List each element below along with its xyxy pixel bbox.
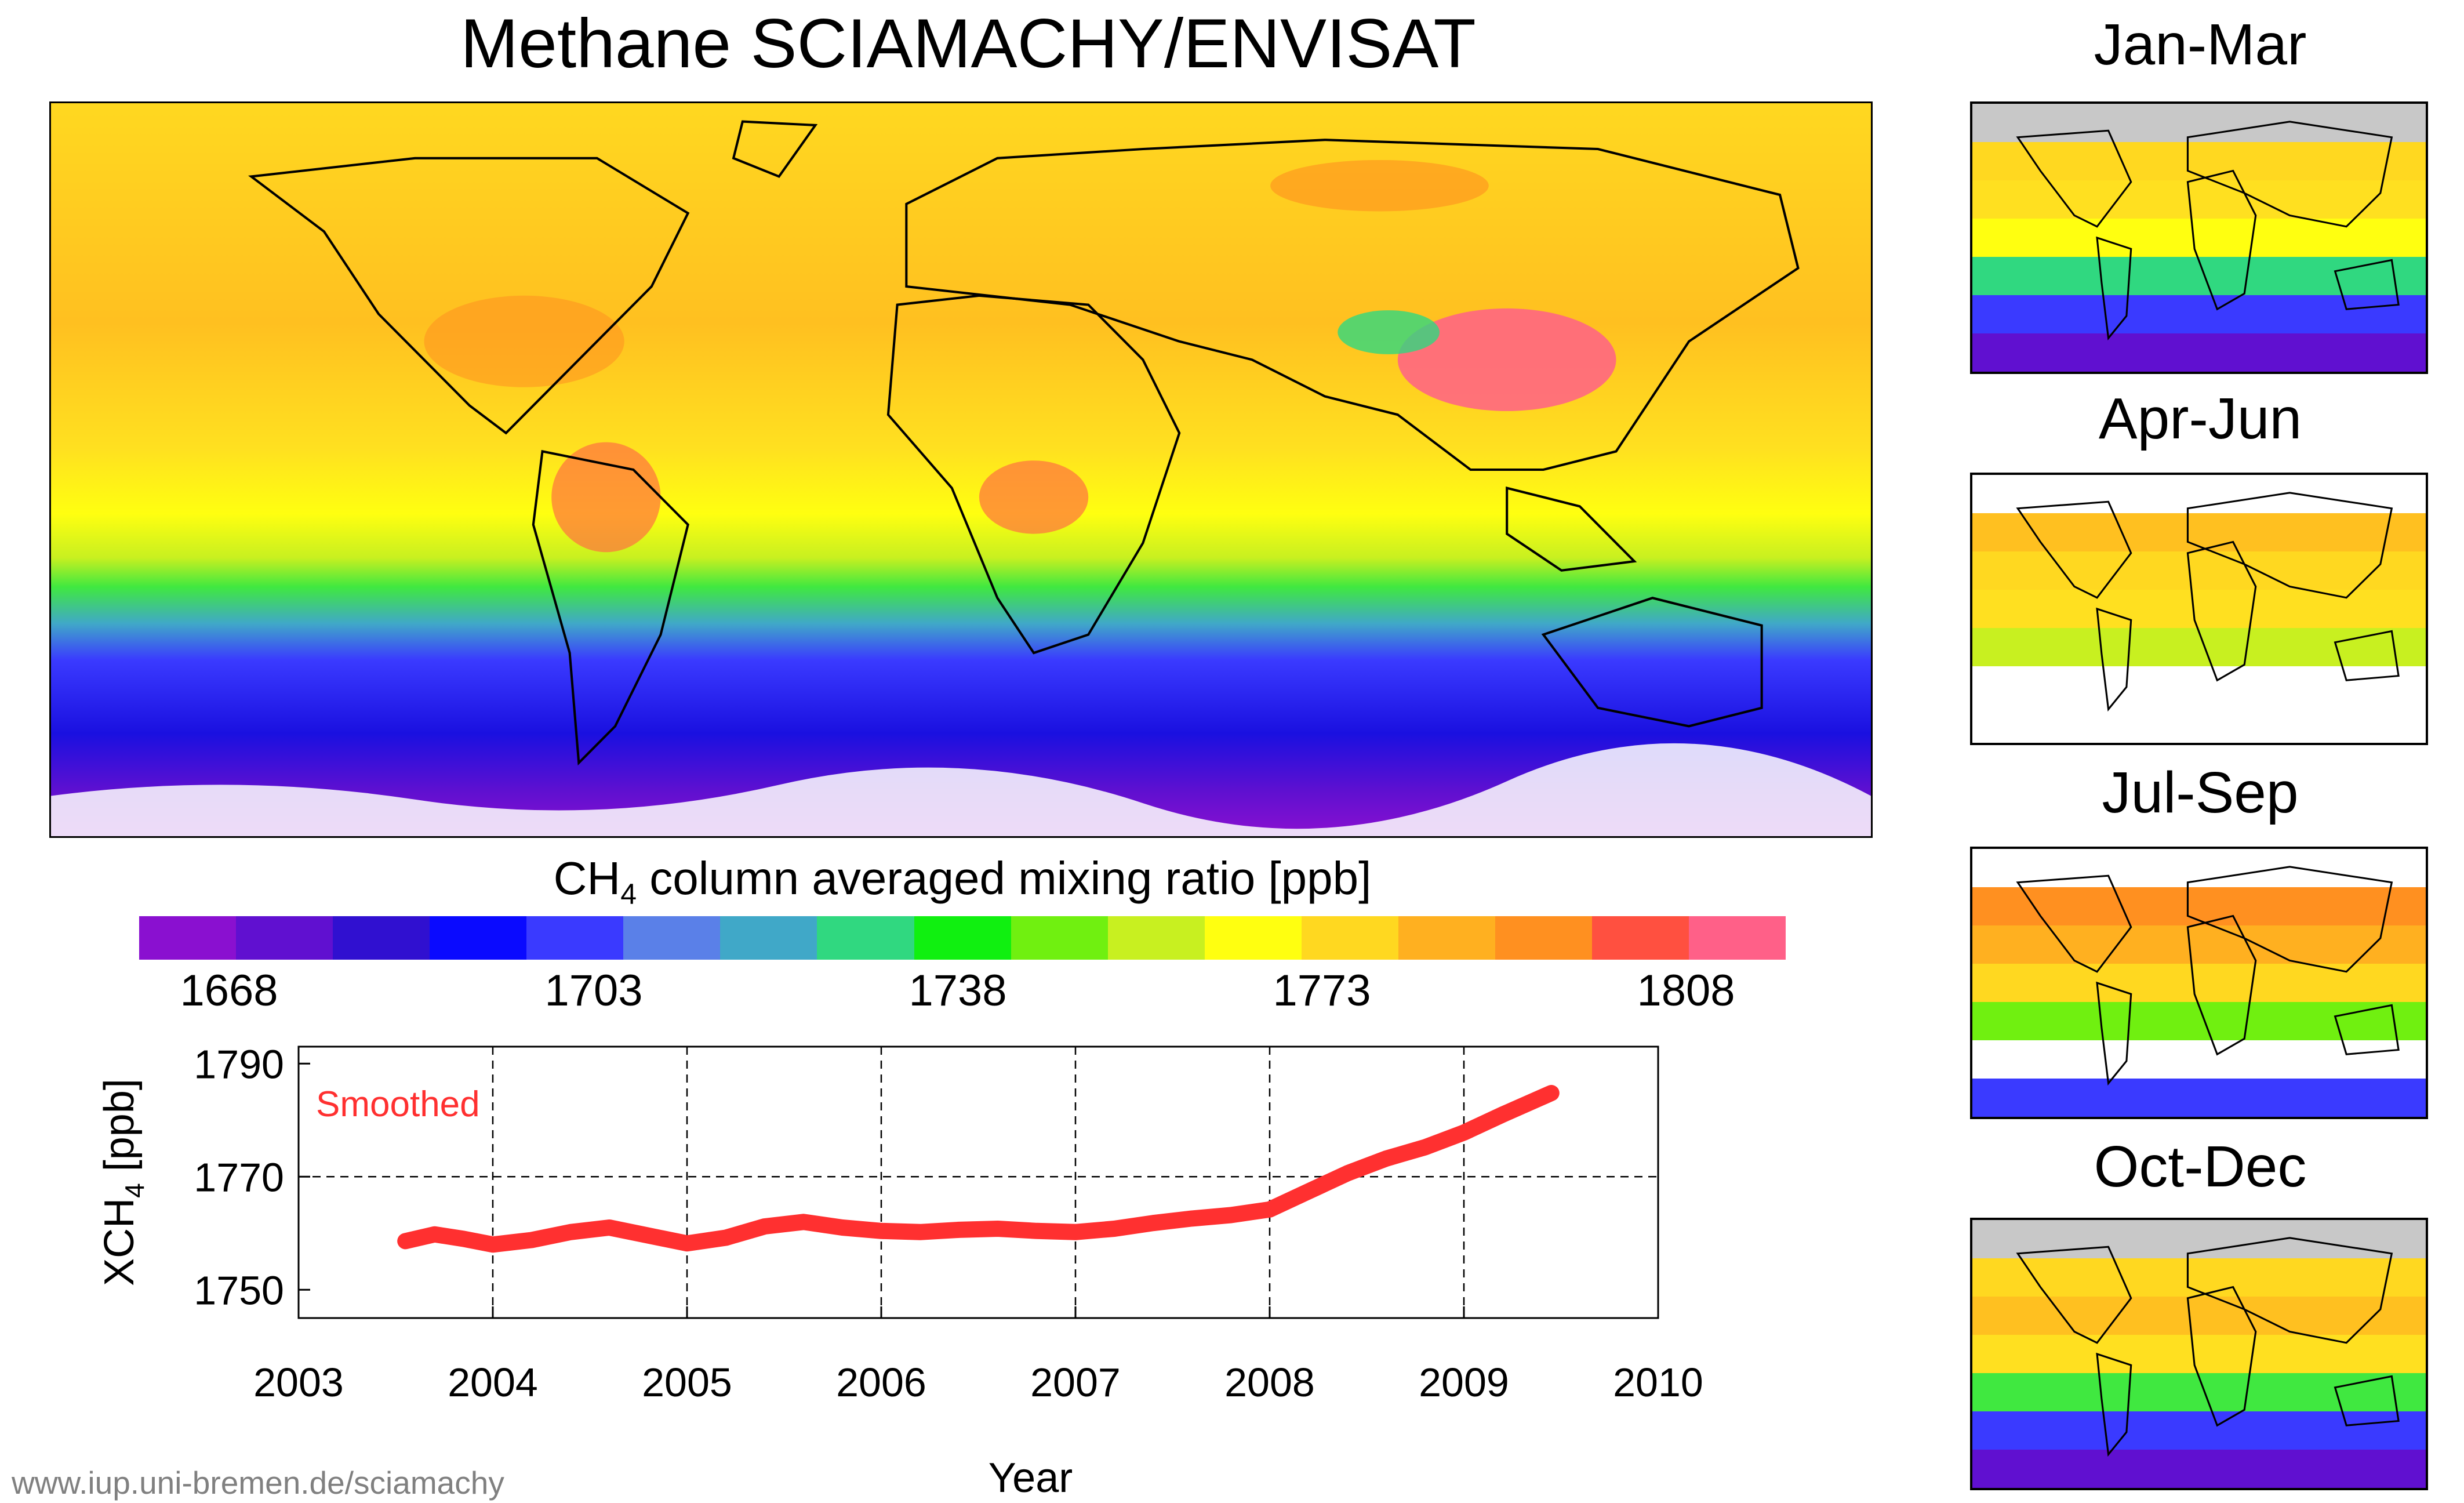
season-map-band: [1972, 295, 2426, 335]
colorbar-swatch: [817, 916, 914, 960]
colorbar-swatch: [139, 916, 237, 960]
continent-outlines: [2016, 121, 2400, 341]
season-title-jan-mar: Jan-Mar: [2094, 12, 2307, 77]
season-map-band: [1972, 1335, 2426, 1374]
season-map-jul-sep: [1970, 847, 2428, 1119]
season-map-band: [1972, 925, 2426, 965]
x-tick-label: 2004: [448, 1360, 538, 1405]
season-map-band: [1972, 1079, 2426, 1117]
footer-url: www.iup.uni-bremen.de/sciamachy: [12, 1465, 504, 1501]
season-map-band: [1972, 590, 2426, 629]
colorbar-swatch: [1301, 916, 1398, 960]
xch4-time-series-chart: 2003 2004 2005 2006 2007 2008 2009 2010 1750 1770…: [96, 1041, 1703, 1501]
colorbar-swatch: [1011, 916, 1108, 960]
season-map-band: [1972, 849, 2426, 888]
y-tick-label: 1790: [194, 1041, 284, 1087]
season-map-jul-sep-image: [1972, 849, 2426, 1117]
continent-outlines: [2016, 492, 2400, 712]
season-map-band: [1972, 1297, 2426, 1336]
colorbar-swatch: [526, 916, 624, 960]
series-label-smoothed: Smoothed: [316, 1084, 480, 1124]
x-tick-label: 2003: [253, 1360, 344, 1405]
x-tick-label: 2008: [1224, 1360, 1315, 1405]
season-map-band: [1972, 551, 2426, 591]
colorbar-swatch: [1398, 916, 1495, 960]
season-map-oct-dec: [1970, 1218, 2428, 1490]
y-axis-label: XCH4 [ppb]: [96, 1079, 150, 1286]
colorbar-swatch: [623, 916, 721, 960]
season-title-apr-jun: Apr-Jun: [2098, 386, 2302, 451]
colorbar: [139, 916, 1786, 960]
season-map-band: [1972, 1411, 2426, 1451]
colorbar-swatch: [1107, 916, 1205, 960]
colorbar-swatch: [430, 916, 527, 960]
season-map-band: [1972, 1450, 2426, 1488]
colorbar-tick-1668: 1668: [180, 966, 278, 1015]
series-line-smoothed: [397, 1085, 1560, 1253]
colorbar-label: CH4 column averaged mixing ratio [ppb]: [553, 852, 1372, 910]
season-map-band: [1972, 1220, 2426, 1259]
season-map-band: [1972, 666, 2426, 706]
season-title-jul-sep: Jul-Sep: [2102, 760, 2299, 825]
colorbar-tick-1773: 1773: [1273, 966, 1371, 1015]
main-methane-map: [49, 101, 1873, 838]
season-map-oct-dec-image: [1972, 1220, 2426, 1488]
season-map-band: [1972, 180, 2426, 220]
colorbar-swatch: [1495, 916, 1592, 960]
colorbar-tick-1808: 1808: [1637, 966, 1735, 1015]
colorbar-swatch: [1689, 916, 1786, 960]
page-title: Methane SCIAMACHY/ENVISAT: [460, 5, 1476, 82]
colorbar-swatch: [1591, 916, 1689, 960]
season-title-oct-dec: Oct-Dec: [2094, 1134, 2307, 1199]
x-tick-label: 2007: [1030, 1360, 1121, 1405]
season-map-band: [1972, 964, 2426, 1003]
colorbar-swatch: [1204, 916, 1302, 960]
x-tick-label: 2010: [1613, 1360, 1703, 1405]
colorbar-swatch: [720, 916, 817, 960]
season-map-band: [1972, 333, 2426, 372]
season-map-band: [1972, 219, 2426, 258]
season-map-jan-mar: [1970, 101, 2428, 374]
x-tick-label: 2009: [1419, 1360, 1509, 1405]
season-map-band: [1972, 104, 2426, 143]
season-map-band: [1972, 705, 2426, 743]
season-map-jan-mar-image: [1972, 104, 2426, 372]
x-tick-label: 2006: [836, 1360, 926, 1405]
colorbar-tick-1738: 1738: [908, 966, 1007, 1015]
x-tick-label: 2005: [642, 1360, 732, 1405]
season-map-band: [1972, 1040, 2426, 1080]
x-axis-label: Year: [988, 1455, 1073, 1501]
y-tick-label: 1750: [194, 1268, 284, 1313]
colorbar-swatch: [236, 916, 333, 960]
season-map-apr-jun: [1970, 473, 2428, 745]
season-map-apr-jun-image: [1972, 475, 2426, 743]
colorbar-tick-1703: 1703: [544, 966, 643, 1015]
y-tick-label: 1770: [194, 1155, 284, 1200]
continent-outlines: [2016, 866, 2400, 1086]
methane-map-image: [51, 103, 1871, 836]
season-map-band: [1972, 475, 2426, 514]
continent-outlines: [2016, 1237, 2400, 1457]
plot-frame: [297, 1045, 1659, 1319]
colorbar-swatch: [914, 916, 1011, 960]
colorbar-swatch: [333, 916, 430, 960]
